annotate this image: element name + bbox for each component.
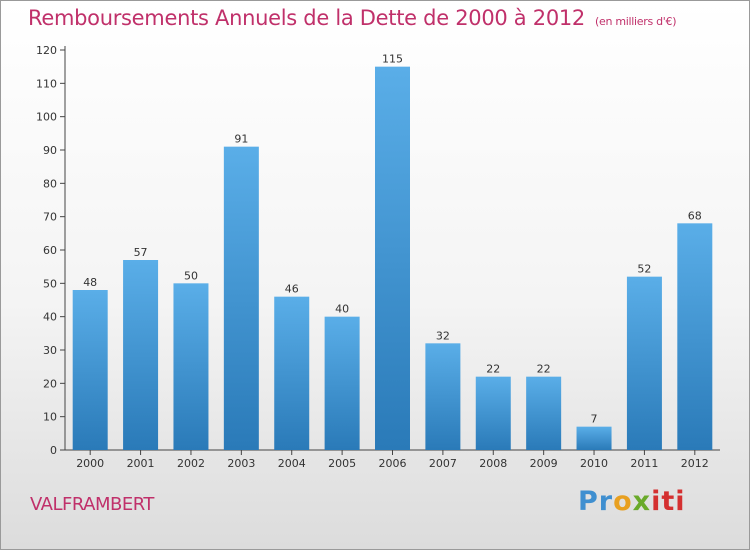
data-label: 52 [637, 263, 651, 276]
bar [626, 276, 662, 450]
chart-title-block: Remboursements Annuels de la Dette de 20… [28, 6, 676, 30]
data-label: 32 [436, 329, 450, 342]
x-tick-label: 2004 [278, 457, 306, 470]
x-tick-label: 2003 [227, 457, 255, 470]
bar [677, 223, 713, 450]
bar [425, 343, 461, 450]
bar [324, 316, 360, 450]
chart-unit: (en milliers d'€) [595, 15, 677, 28]
bar [526, 376, 562, 450]
y-tick-label: 70 [43, 211, 57, 224]
chart-title: Remboursements Annuels de la Dette de 20… [28, 6, 585, 30]
bar [375, 66, 410, 451]
data-label: 22 [486, 363, 500, 376]
data-label: 7 [591, 413, 598, 426]
data-label: 48 [83, 276, 97, 289]
x-tick-label: 2005 [328, 457, 356, 470]
x-tick-label: 2008 [479, 457, 507, 470]
y-tick-label: 40 [43, 311, 57, 324]
bar [274, 296, 310, 450]
data-label: 57 [134, 246, 148, 259]
bar [72, 290, 108, 450]
y-tick-label: 80 [43, 177, 57, 190]
y-tick-label: 90 [43, 144, 57, 157]
y-tick-label: 50 [43, 277, 57, 290]
x-tick-label: 2012 [681, 457, 709, 470]
bar [223, 146, 259, 450]
bar [173, 283, 209, 450]
data-label: 46 [285, 283, 299, 296]
data-label: 115 [382, 53, 403, 66]
bar [475, 376, 511, 450]
data-label: 22 [537, 363, 551, 376]
x-tick-label: 2001 [127, 457, 155, 470]
y-tick-label: 100 [36, 111, 57, 124]
proxiti-logo: Proxiti [578, 486, 686, 517]
data-label: 68 [688, 209, 702, 222]
y-tick-label: 10 [43, 411, 57, 424]
y-tick-label: 30 [43, 344, 57, 357]
x-tick-label: 2007 [429, 457, 457, 470]
x-tick-label: 2009 [530, 457, 558, 470]
x-tick-label: 2010 [580, 457, 608, 470]
y-tick-label: 60 [43, 244, 57, 257]
y-tick-label: 110 [36, 77, 57, 90]
data-label: 40 [335, 303, 349, 316]
x-tick-label: 2000 [76, 457, 104, 470]
y-tick-label: 0 [50, 444, 57, 457]
bar [123, 260, 159, 450]
place-name: VALFRAMBERT [30, 494, 154, 515]
bar [576, 426, 612, 450]
x-tick-label: 2006 [379, 457, 407, 470]
y-tick-label: 120 [36, 44, 57, 57]
x-tick-label: 2011 [630, 457, 658, 470]
data-label: 50 [184, 269, 198, 282]
data-label: 91 [234, 133, 248, 146]
x-tick-label: 2002 [177, 457, 205, 470]
y-tick-label: 20 [43, 377, 57, 390]
